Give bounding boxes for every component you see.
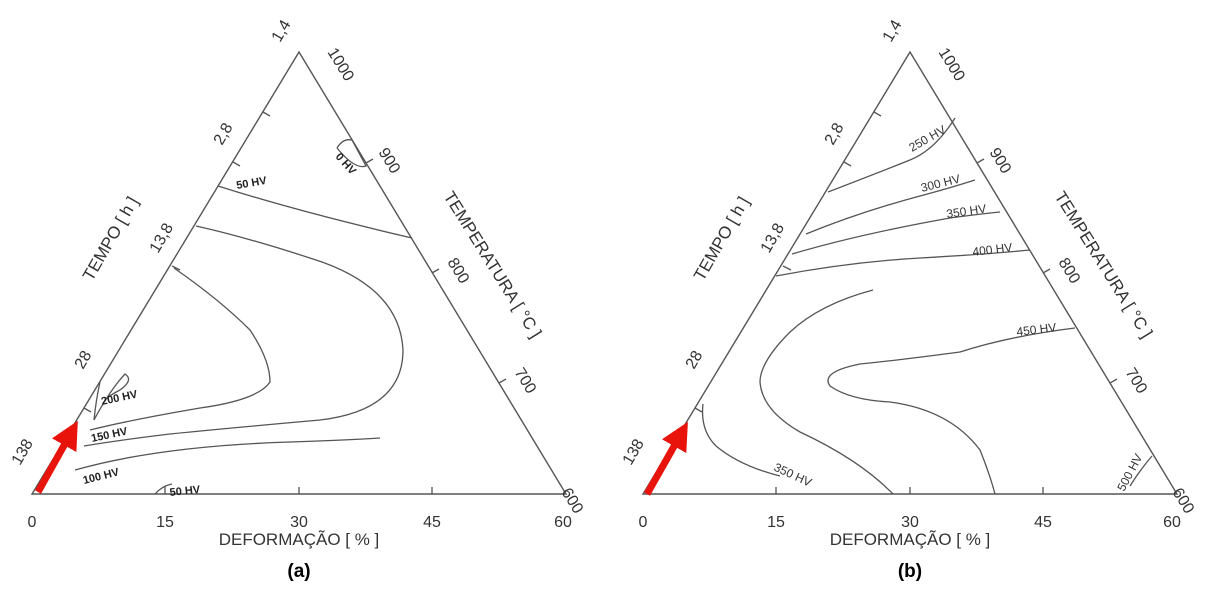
contour-line	[1129, 455, 1153, 487]
panel-label: (a)	[287, 561, 310, 582]
x-tick: 60	[554, 514, 572, 531]
contour-label: 450 HV	[1016, 320, 1057, 339]
red-arrow-icon	[643, 421, 688, 496]
contour-line	[89, 267, 271, 431]
red-arrow-icon	[34, 420, 78, 494]
contour-label: 0 HV	[333, 151, 359, 178]
contour-line	[791, 211, 1001, 255]
left-tick: 13,8	[147, 220, 177, 256]
x-tick: 15	[767, 514, 785, 531]
right-tick: 1000	[935, 45, 968, 84]
contour-label: 400 HV	[972, 240, 1013, 259]
panel-label: (b)	[898, 561, 922, 582]
x-tick: 0	[28, 514, 37, 531]
left-tick: 138	[620, 436, 648, 468]
contour-line	[74, 437, 381, 471]
right-tick: 700	[511, 365, 540, 397]
contour-label: 200 HV	[100, 388, 139, 408]
left-tick: 1,4	[880, 17, 906, 45]
left-tick: 1,4	[269, 17, 295, 45]
x-tick: 45	[423, 514, 441, 531]
x-axis-title: DEFORMAÇÃO [ % ]	[830, 530, 991, 549]
left-tick: 28	[72, 348, 96, 372]
contour-line	[827, 327, 1076, 495]
right-tick: 800	[1055, 255, 1084, 287]
left-tick: 138	[9, 436, 37, 468]
contour-line	[775, 249, 1031, 277]
chart-a: 0 HV 50 HV 200 HV 150 HV 100 HV 50 HV 0 …	[9, 17, 586, 582]
right-tick: 600	[1169, 485, 1198, 517]
left-tick: 2,8	[211, 120, 237, 148]
x-tick: 30	[901, 514, 919, 531]
left-tick: 28	[683, 348, 707, 372]
contour-line	[701, 403, 781, 477]
left-axis-title: TEMPO [ h ]	[690, 193, 753, 284]
right-tick: 900	[375, 145, 404, 177]
x-tick: 0	[639, 514, 648, 531]
right-tick: 900	[986, 145, 1015, 177]
contour-line	[93, 373, 130, 421]
contour-label: 300 HV	[919, 172, 961, 195]
contour-line	[336, 139, 367, 168]
left-tick: 2,8	[822, 120, 848, 148]
right-tick: 700	[1122, 365, 1151, 397]
x-tick: 45	[1034, 514, 1052, 531]
contour-label: 100 HV	[82, 466, 121, 487]
contour-line	[217, 185, 413, 239]
x-tick: 15	[156, 514, 174, 531]
contour-label: 50 HV	[169, 484, 201, 499]
contour-label: 50 HV	[235, 175, 268, 192]
contour-line	[83, 225, 404, 447]
right-tick: 800	[444, 255, 473, 287]
contour-line	[759, 289, 894, 495]
right-tick: 600	[558, 485, 587, 517]
x-tick: 30	[290, 514, 308, 531]
contour-label: 500 HV	[1114, 451, 1145, 493]
contour-line	[805, 179, 976, 235]
right-tick: 1000	[324, 45, 357, 84]
x-tick: 60	[1163, 514, 1181, 531]
contour-label: 350 HV	[945, 202, 987, 221]
left-tick: 13,8	[758, 220, 788, 256]
chart-b: 250 HV 300 HV 350 HV 400 HV 450 HV 350 H…	[620, 17, 1197, 582]
left-axis-title: TEMPO [ h ]	[79, 193, 142, 284]
triangle-frame-b	[641, 50, 1179, 495]
contour-line	[154, 483, 173, 495]
contour-label: 350 HV	[772, 460, 814, 490]
contour-line	[827, 117, 956, 193]
x-axis-title: DEFORMAÇÃO [ % ]	[219, 530, 380, 549]
